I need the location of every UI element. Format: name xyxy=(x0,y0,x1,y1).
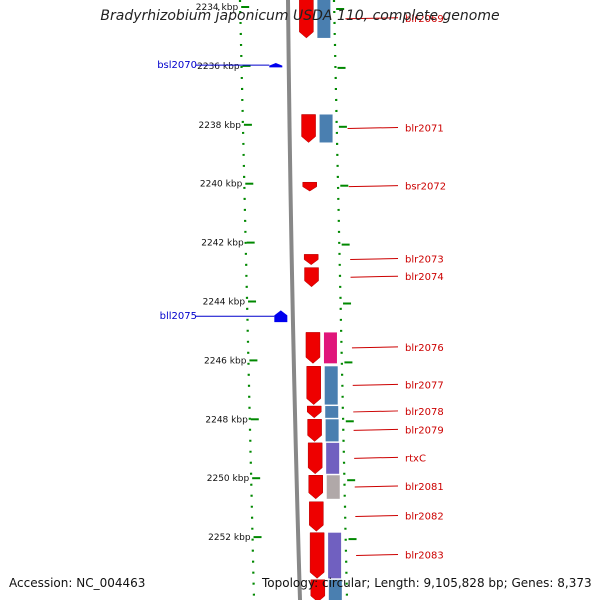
gene-label[interactable]: blr2082 xyxy=(405,511,444,522)
kbp-label: 2248 kbp xyxy=(205,415,248,425)
cog-box[interactable] xyxy=(325,419,339,442)
gene-arrow-reverse[interactable] xyxy=(274,310,288,323)
gene-leader-line xyxy=(355,514,399,517)
cog-box[interactable] xyxy=(317,0,331,38)
kbp-ticks: 2234 kbp 2236 kbp 2238 kbp 2240 kbp 2242 kbp… xyxy=(196,3,357,543)
gene-leader-line xyxy=(354,485,399,488)
gene-leader-line xyxy=(350,275,399,278)
gene-arrow[interactable] xyxy=(309,532,325,579)
cog-box[interactable] xyxy=(326,475,340,499)
gene-arrow[interactable] xyxy=(301,114,316,143)
kbp-label: 2238 kbp xyxy=(199,121,242,131)
gene-label[interactable]: blr2079 xyxy=(405,425,444,436)
gene-label[interactable]: blr2077 xyxy=(405,380,444,391)
gene-arrow[interactable] xyxy=(309,501,324,532)
gene-leader-line xyxy=(347,126,399,129)
kbp-label: 2244 kbp xyxy=(203,298,246,308)
gene-arrow[interactable] xyxy=(307,419,322,442)
gene-label[interactable]: blr2078 xyxy=(405,407,444,418)
gene-label[interactable]: blr2081 xyxy=(405,482,444,493)
kbp-label: 2236 kbp xyxy=(197,62,240,72)
gene-label[interactable]: bsr2072 xyxy=(405,182,446,193)
gene-label[interactable]: blr2071 xyxy=(405,123,444,134)
gene-label[interactable]: blr2073 xyxy=(405,255,444,266)
kbp-label: 2252 kbp xyxy=(208,533,251,543)
gene-label[interactable]: blr2076 xyxy=(405,343,444,354)
gene-leader-line xyxy=(353,428,399,431)
cog-box[interactable] xyxy=(324,366,338,405)
gene-label[interactable]: bll2075 xyxy=(160,311,197,322)
track-dot-lines xyxy=(238,0,349,600)
gene-label[interactable]: rtxC xyxy=(405,453,426,464)
gene-arrow[interactable] xyxy=(307,442,323,475)
gene-arrow[interactable] xyxy=(306,405,322,419)
gene-label[interactable]: blr2083 xyxy=(405,551,444,562)
gene-arrow[interactable] xyxy=(310,579,326,600)
kbp-label: 2250 kbp xyxy=(207,474,250,484)
gene-leader-line xyxy=(345,17,399,20)
gene-arrow[interactable] xyxy=(303,254,319,265)
map-title: Bradyrhizobium japonicum USDA 110, compl… xyxy=(100,8,500,24)
gene-label[interactable]: blr2069 xyxy=(405,14,444,25)
kbp-label: 2234 kbp xyxy=(196,3,239,13)
kbp-label: 2246 kbp xyxy=(204,356,247,366)
gene-leader-line xyxy=(350,258,399,261)
gene-arrow[interactable] xyxy=(299,0,314,39)
gene-leader-line xyxy=(356,554,399,557)
gene-arrow[interactable] xyxy=(302,181,317,192)
gene-leader-line xyxy=(353,410,399,413)
topology-text: Topology: circular; Length: 9,105,828 bp… xyxy=(262,576,592,590)
gene-leader-line xyxy=(351,346,399,349)
cog-box[interactable] xyxy=(325,406,339,418)
cog-box[interactable] xyxy=(328,532,342,579)
accession-text: Accession: NC_004463 xyxy=(9,576,146,590)
cog-box[interactable] xyxy=(328,579,342,600)
gene-arrow[interactable] xyxy=(306,366,321,405)
kbp-label: 2242 kbp xyxy=(201,239,244,249)
gene-arrow[interactable] xyxy=(308,475,323,500)
cog-box[interactable] xyxy=(326,442,340,474)
gene-leader-line xyxy=(352,383,399,386)
gene-leader-line xyxy=(354,456,399,459)
right-dot-line xyxy=(332,0,349,600)
cog-box[interactable] xyxy=(323,332,337,364)
gene-features xyxy=(269,0,342,600)
gene-arrow-reverse[interactable] xyxy=(269,62,283,68)
gene-leader-line xyxy=(348,185,399,188)
left-dot-line xyxy=(238,0,256,600)
gene-label[interactable]: blr2074 xyxy=(405,272,444,283)
genome-backbone xyxy=(286,0,302,600)
gene-label[interactable]: bsl2070 xyxy=(157,60,197,71)
gene-arrow[interactable] xyxy=(305,332,321,364)
kbp-label: 2240 kbp xyxy=(200,180,243,190)
gene-labels: blr2069 bsl2070 blr2071 bsr2072 blr2073 blr20… xyxy=(157,14,446,562)
gene-arrow[interactable] xyxy=(304,267,319,288)
cog-box[interactable] xyxy=(319,114,333,143)
